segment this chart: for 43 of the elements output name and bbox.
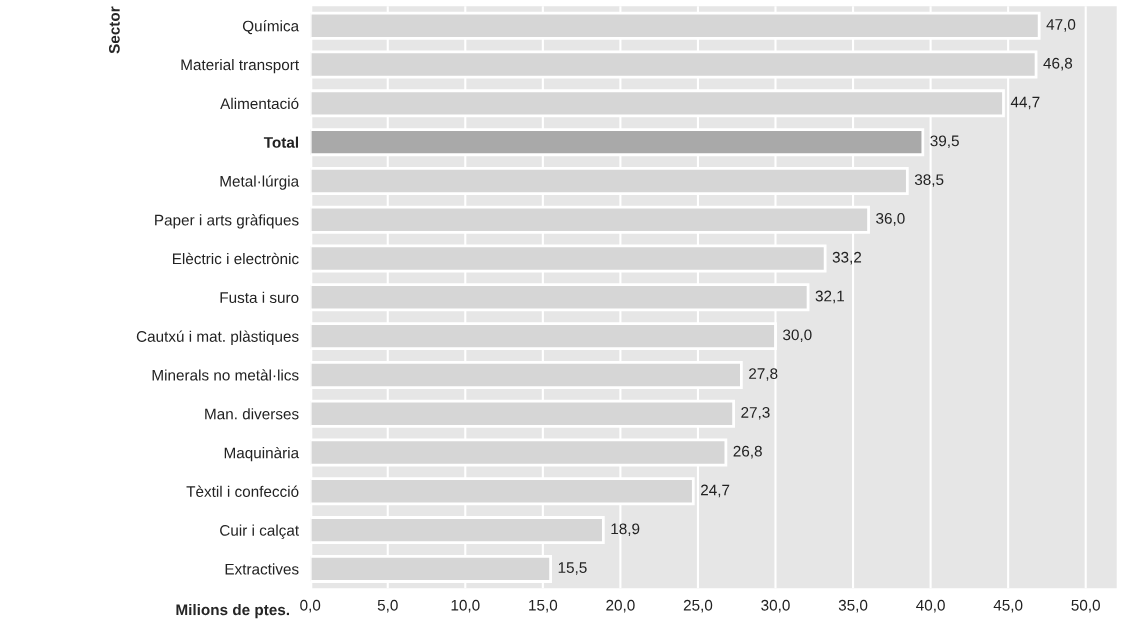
y-tick-label: Minerals no metàl·lics	[152, 369, 299, 381]
data-label: 32,1	[815, 290, 844, 304]
x-tick-label: 15,0	[529, 599, 558, 613]
data-label: 27,3	[741, 407, 770, 420]
data-label: 38,5	[914, 174, 944, 187]
data-label: 18,9	[611, 523, 640, 537]
y-tick-label: Total	[263, 136, 299, 148]
x-tick-label: 5,0	[377, 599, 398, 613]
x-axis-title: Milions de ptes.	[176, 604, 289, 619]
x-tick-label: 50,0	[1071, 599, 1100, 613]
y-tick-label: Man. diverses	[205, 408, 299, 420]
x-tick-label: 45,0	[993, 599, 1023, 613]
y-tick-label: Paper i arts gràfiques	[155, 214, 299, 229]
x-tick-label: 25,0	[683, 599, 713, 613]
data-label: 46,8	[1043, 57, 1073, 71]
y-tick-label: Fusta i suro	[220, 291, 299, 304]
data-label: 33,2	[832, 251, 862, 265]
x-tick-label: 20,0	[606, 599, 635, 613]
y-tick-label: Metal·lúrgia	[220, 175, 300, 190]
x-tick-label: 30,0	[761, 599, 790, 613]
y-axis-title: Sector	[108, 6, 120, 54]
y-tick-label: Elèctric i electrònic	[172, 252, 299, 265]
y-tick-label: Química	[242, 20, 300, 35]
data-label: 47,0	[1046, 19, 1076, 32]
y-tick-label: Maquinària	[224, 446, 300, 462]
y-tick-label: Cuir i calçat	[220, 524, 299, 539]
data-label: 15,5	[558, 562, 587, 575]
y-tick-label: Extractives	[225, 563, 299, 575]
x-tick-label: 10,0	[451, 599, 480, 613]
data-label: 36,0	[876, 213, 905, 226]
data-label: 44,7	[1010, 96, 1040, 110]
data-label: 39,5	[930, 135, 959, 149]
x-tick-label: 40,0	[916, 599, 945, 613]
y-tick-label: Cautxú i mat. plàstiques	[136, 330, 299, 345]
data-label: 27,8	[749, 368, 778, 381]
x-tick-label: 35,0	[838, 599, 868, 613]
y-tick-label: Alimentació	[220, 97, 299, 110]
y-tick-label: Material transport	[181, 59, 299, 74]
data-label: 24,7	[701, 484, 730, 498]
data-label: 30,0	[783, 329, 812, 343]
y-tick-label: Tèxtil i confecció	[186, 485, 299, 497]
data-label: 26,8	[733, 445, 762, 459]
x-tick-label: 0,0	[300, 599, 321, 613]
